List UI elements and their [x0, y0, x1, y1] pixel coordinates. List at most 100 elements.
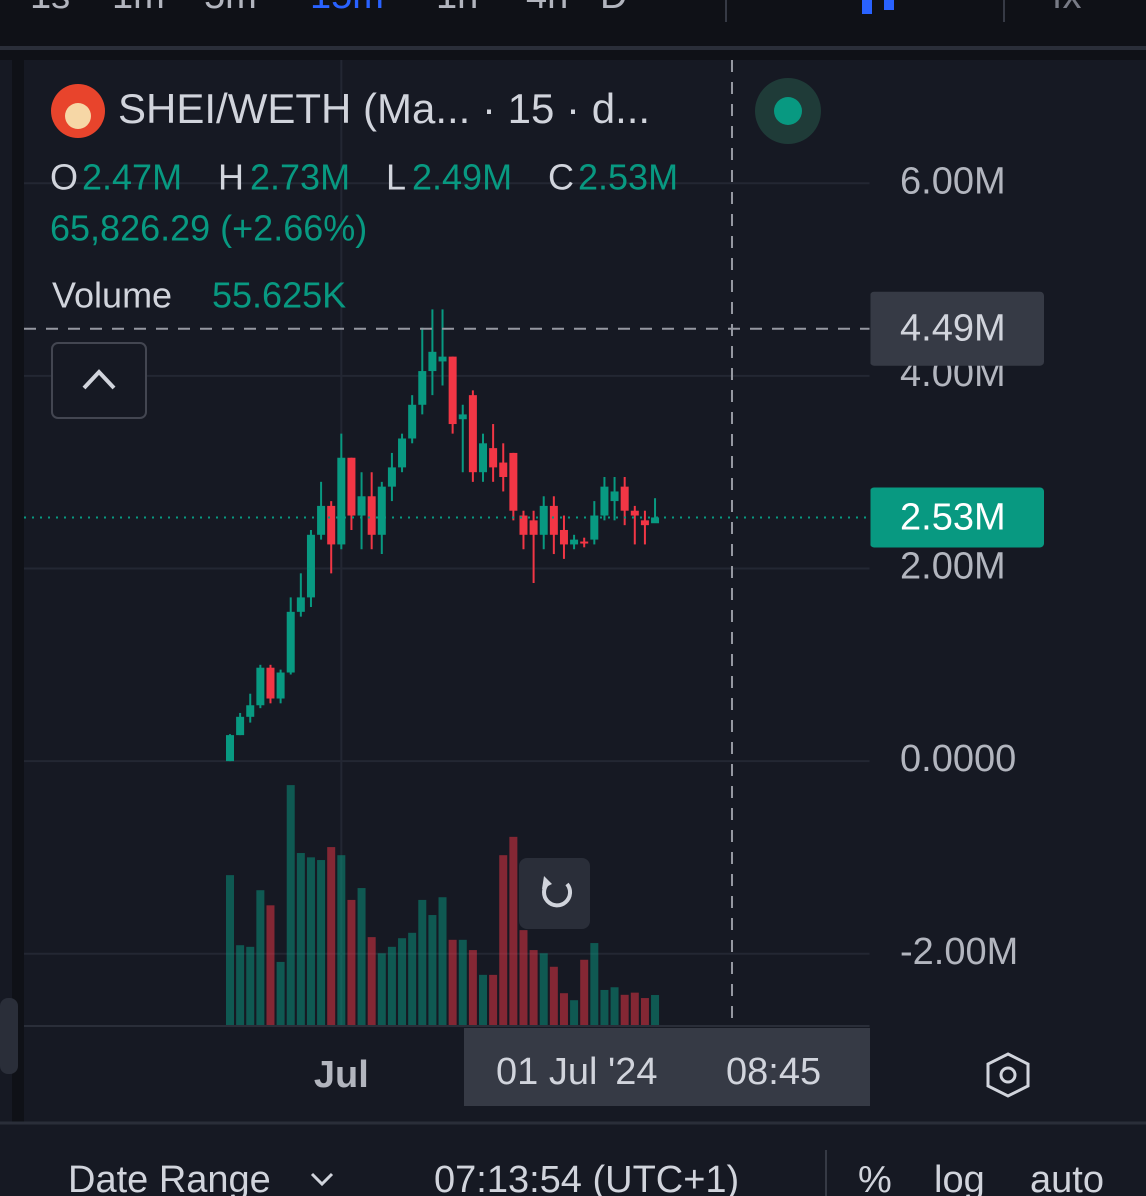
y-tick-label: -2.00M — [900, 931, 1018, 973]
candle-body — [519, 515, 528, 535]
candle-body — [387, 467, 396, 487]
candle-body — [580, 541, 589, 544]
candle-body — [266, 667, 275, 699]
candle-body — [448, 356, 457, 425]
reset-icon — [542, 881, 573, 908]
volume-bar — [398, 938, 407, 1025]
ohlc-key: C — [548, 157, 574, 198]
y-tick-label: 2.00M — [900, 546, 1006, 588]
interval-button[interactable]: 1m — [112, 0, 165, 17]
last-price-label: 2.53M — [900, 496, 1006, 538]
volume-bar — [519, 930, 528, 1025]
change-text: 65,826.29 (+2.66%) — [50, 208, 367, 249]
volume-bar — [246, 946, 255, 1025]
volume-bar — [428, 915, 437, 1025]
interval-button[interactable]: 1s — [30, 0, 70, 17]
ohlc-value: 2.53M — [578, 157, 678, 198]
chart-type-icon — [862, 0, 872, 14]
candle-body — [398, 438, 407, 468]
reset-button[interactable] — [519, 858, 590, 929]
volume-bar — [266, 905, 275, 1025]
crosshair-time: 08:45 — [726, 1051, 821, 1093]
side-panel — [0, 60, 12, 1122]
candle-body — [377, 486, 386, 535]
symbol-title[interactable]: SHEI/WETH (Ma... · 15 · d... — [118, 85, 650, 132]
candle-body — [327, 505, 336, 545]
crosshair-price-label: 4.49M — [900, 308, 1006, 350]
interval-button[interactable]: D — [600, 0, 627, 17]
volume-bar — [438, 897, 447, 1025]
y-tick-label: 6.00M — [900, 160, 1006, 202]
candle-body — [286, 611, 295, 673]
volume-bar — [468, 950, 477, 1025]
volume-bar — [367, 937, 376, 1025]
chevron-up — [82, 369, 116, 390]
x-tick-label: Jul — [314, 1054, 369, 1096]
footer — [0, 1122, 1146, 1196]
volume-bar — [236, 945, 245, 1025]
candle-body — [630, 510, 639, 516]
interval-button[interactable]: 4h — [526, 0, 568, 17]
ohlc-legend: O 2.47M H 2.73M L 2.49M C 2.53M — [50, 157, 678, 198]
candle-body — [367, 496, 376, 535]
volume-bar — [256, 890, 265, 1025]
interval-button[interactable]: 5m — [204, 0, 257, 17]
candle-body — [651, 517, 660, 524]
reset-arrow — [542, 876, 552, 889]
candle-body — [317, 505, 326, 535]
volume-bar — [570, 1000, 579, 1025]
volume-bar — [651, 995, 660, 1025]
side-toggle[interactable] — [0, 998, 18, 1074]
clock: 07:13:54 (UTC+1) — [434, 1159, 739, 1196]
candle-body — [499, 462, 508, 478]
date-range[interactable]: Date Range — [68, 1159, 271, 1196]
percent-toggle[interactable]: % — [858, 1159, 892, 1196]
collapse-button[interactable] — [51, 342, 147, 419]
settings-icon[interactable] — [986, 1052, 1030, 1098]
volume-bar — [549, 966, 558, 1025]
volume-bar — [559, 993, 568, 1025]
volume-bar — [640, 998, 649, 1025]
interval-button[interactable]: 1h — [436, 0, 478, 17]
crosshair-price-box — [870, 291, 1044, 366]
volume-bar — [539, 953, 548, 1025]
volume-bar — [479, 974, 487, 1025]
date-range-caret — [310, 1172, 334, 1187]
volume-bar — [448, 939, 457, 1025]
ohlc-key: L — [386, 157, 406, 198]
candle-body — [438, 356, 447, 362]
volume-bar — [317, 860, 326, 1025]
y-tick-label: 0.0000 — [900, 738, 1016, 780]
chart-panel — [24, 60, 1146, 1122]
candle-body — [529, 520, 538, 535]
log-toggle[interactable]: log — [934, 1159, 985, 1196]
volume-bar — [296, 853, 305, 1025]
toolbar: 1s 1m 5m 15m 1h 4h Dfx — [0, 0, 1146, 50]
candle-body — [236, 716, 245, 736]
candle-body — [610, 491, 619, 502]
token-icon-face — [65, 103, 91, 129]
interval-button[interactable]: 15m — [310, 0, 384, 17]
volume-value: 55.625K — [212, 275, 346, 316]
candle-body — [458, 414, 467, 420]
volume-bar — [377, 953, 386, 1025]
ohlc-key: H — [218, 157, 244, 198]
settings-icon-center — [999, 1066, 1017, 1084]
volume-bar — [226, 875, 234, 1025]
auto-toggle[interactable]: auto — [1030, 1159, 1104, 1196]
candle-body — [408, 404, 417, 439]
candle-body — [640, 520, 649, 526]
volume-bar — [337, 855, 346, 1025]
candle-body — [570, 539, 579, 545]
volume-bar — [600, 989, 609, 1025]
crosshair-time-box — [464, 1028, 870, 1106]
volume-bar — [499, 855, 508, 1025]
candle-body — [296, 597, 305, 612]
ohlc-value: 2.49M — [412, 157, 512, 198]
status-dot — [774, 97, 802, 125]
candle-body — [489, 448, 498, 468]
ohlc-key: O — [50, 157, 78, 198]
candle-body — [276, 672, 285, 699]
